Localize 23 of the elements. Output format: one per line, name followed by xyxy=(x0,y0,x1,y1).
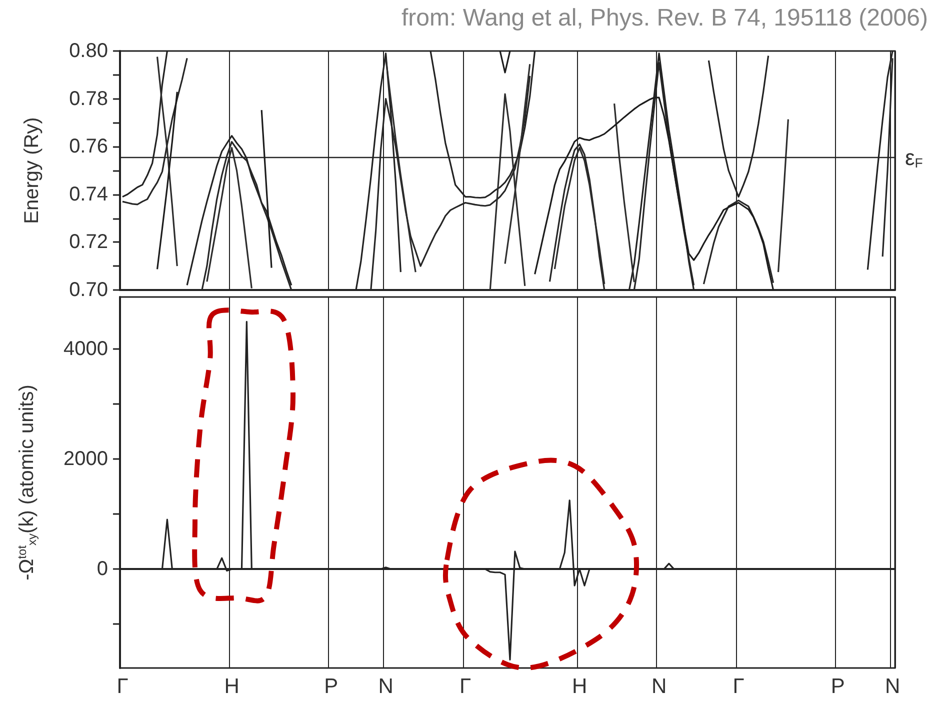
x-tick-label: N xyxy=(378,675,394,698)
y-axis-title: Energy (Ry) xyxy=(21,117,43,224)
y-tick-label: 0.80 xyxy=(69,40,108,62)
y-tick-label: 0 xyxy=(96,558,108,580)
x-tick-label: P xyxy=(830,675,845,698)
line-series xyxy=(504,63,531,265)
y-tick-label: 4000 xyxy=(64,338,108,360)
y-tick-label: 0.74 xyxy=(69,183,108,206)
x-tick-label: N xyxy=(884,675,900,698)
x-tick-label: Γ xyxy=(459,675,472,698)
x-tick-label: H xyxy=(572,675,588,698)
text: from: Wang et al, Phys. Rev. B 74, 195118 (2006) xyxy=(402,4,928,32)
y-tick-label: 0.78 xyxy=(69,88,108,110)
y-tick-label: 0.72 xyxy=(69,231,108,254)
x-tick-label: Γ xyxy=(116,675,128,698)
x-tick-label: P xyxy=(324,675,338,698)
y-tick-label: 0.76 xyxy=(69,136,108,158)
x-tick-label: N xyxy=(651,675,667,698)
y-tick-label: 2000 xyxy=(64,448,108,470)
x-tick-label: H xyxy=(224,675,240,698)
y-axis-title: -Ωtotxy(k) (atomic units) xyxy=(15,384,39,580)
x-tick-label: Γ xyxy=(732,675,744,698)
y-tick-label: 0.70 xyxy=(69,279,108,301)
